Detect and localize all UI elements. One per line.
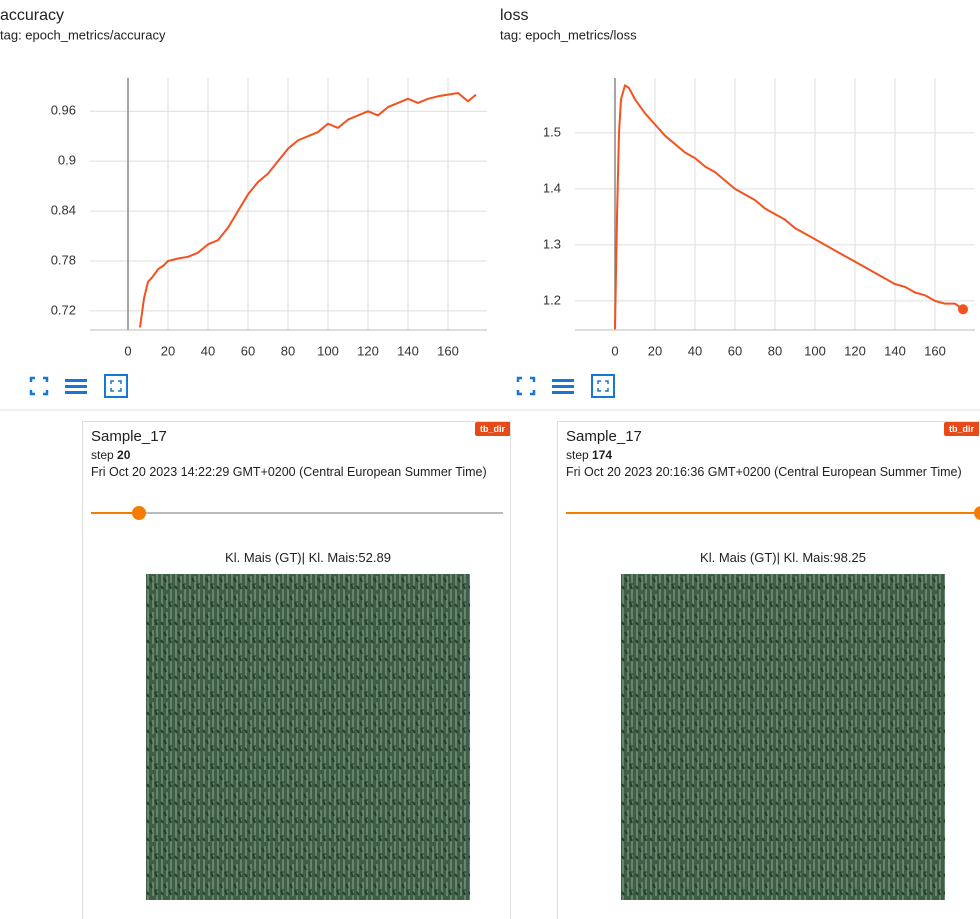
- chart-title: loss: [500, 7, 528, 24]
- slider-track[interactable]: [566, 512, 980, 514]
- charts: accuracy tag: epoch_metrics/accuracy 0.72 0…: [0, 7, 980, 411]
- image-caption: Kl. Mais (GT)| Kl. Mais:98.25: [700, 550, 866, 565]
- step-value: 174: [592, 448, 613, 462]
- timestamp: Fri Oct 20 2023 14:22:29 GMT+0200 (Centr…: [91, 465, 487, 479]
- y-tick-label: 0.9: [58, 153, 76, 168]
- last-point: [958, 304, 968, 315]
- card-title: Sample_17: [91, 428, 167, 445]
- x-tick-label: 60: [728, 343, 742, 358]
- x-tick-label: 40: [688, 343, 702, 358]
- step-label: step: [91, 448, 114, 462]
- x-tick-label: 160: [437, 343, 459, 358]
- x-tick-label: 0: [124, 343, 131, 358]
- x-tick-label: 120: [844, 343, 866, 358]
- y-tick-label: 0.78: [51, 252, 76, 267]
- sample-image: [621, 574, 945, 900]
- series-line: [614, 84, 964, 329]
- image-card: Sample_17 tb_dir step 174 Fri Oct 20 202…: [557, 421, 980, 919]
- card-title: Sample_17: [566, 428, 642, 445]
- y-tick-label: 1.3: [543, 236, 561, 251]
- series-line: [139, 91, 477, 328]
- chart-tools[interactable]: [29, 373, 129, 399]
- step-label: step: [566, 448, 589, 462]
- sample-image: [146, 574, 470, 900]
- chart-subtitle: tag: epoch_metrics/accuracy: [0, 27, 166, 42]
- slider-thumb[interactable]: [974, 506, 980, 520]
- y-tick-label: 1.2: [543, 292, 561, 307]
- x-tick-label: 160: [924, 343, 946, 358]
- run-badge: tb_dir: [474, 422, 510, 436]
- x-tick-label: 0: [611, 343, 618, 358]
- y-tick-label: 0.96: [51, 103, 76, 118]
- image-card: Sample_17 tb_dir step 20 Fri Oct 20 2023…: [82, 421, 511, 919]
- x-tick-label: 80: [281, 343, 295, 358]
- run-badge: tb_dir: [943, 422, 979, 436]
- y-tick-label: 1.5: [543, 124, 561, 139]
- step-value: 20: [117, 448, 131, 462]
- image-caption: Kl. Mais (GT)| Kl. Mais:52.89: [225, 550, 391, 565]
- x-tick-label: 20: [648, 343, 662, 358]
- y-tick-label: 0.72: [51, 302, 76, 317]
- step-line: step 20: [91, 448, 130, 462]
- x-tick-label: 40: [201, 343, 215, 358]
- y-tick-label: 1.4: [543, 180, 561, 195]
- slider-track[interactable]: [91, 512, 503, 514]
- x-tick-label: 80: [768, 343, 782, 358]
- chart-title: accuracy: [0, 7, 64, 24]
- y-tick-label: 0.84: [51, 203, 76, 218]
- timestamp: Fri Oct 20 2023 20:16:36 GMT+0200 (Centr…: [566, 465, 962, 479]
- x-tick-label: 120: [357, 343, 379, 358]
- x-tick-label: 100: [804, 343, 826, 358]
- chart-subtitle: tag: epoch_metrics/loss: [500, 27, 637, 42]
- x-tick-label: 140: [397, 343, 419, 358]
- x-tick-label: 60: [241, 343, 255, 358]
- chart-tools[interactable]: [516, 373, 616, 399]
- x-tick-label: 20: [161, 343, 175, 358]
- x-tick-label: 100: [317, 343, 339, 358]
- slider-thumb[interactable]: [132, 506, 146, 520]
- x-tick-label: 140: [884, 343, 906, 358]
- step-line: step 174: [566, 448, 612, 462]
